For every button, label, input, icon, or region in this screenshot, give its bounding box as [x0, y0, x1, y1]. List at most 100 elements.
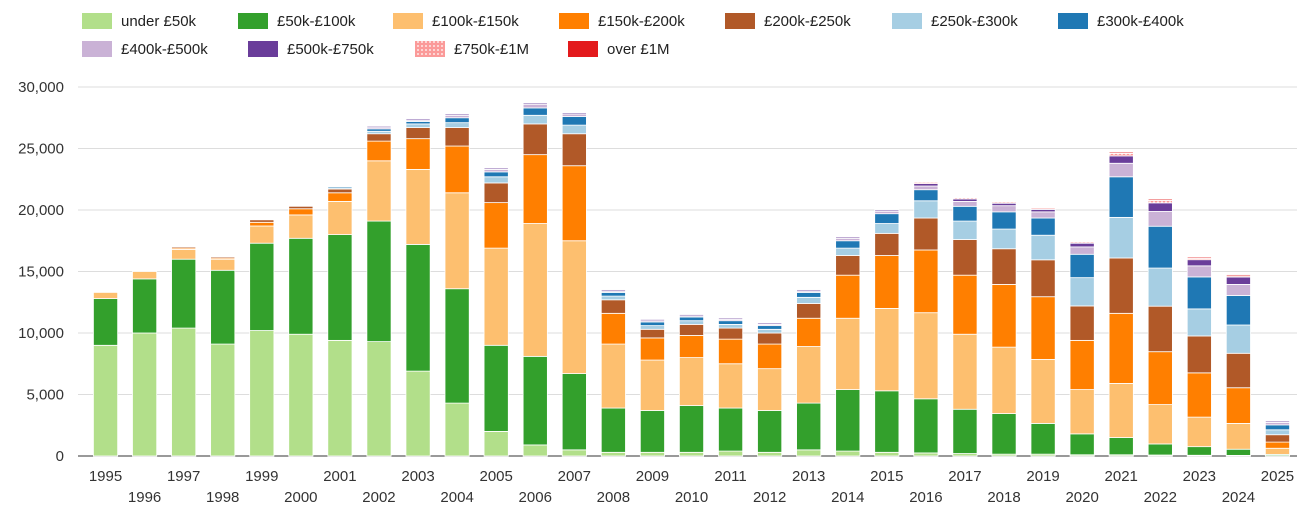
- bar-segment: [327, 188, 353, 194]
- bar-segment: [757, 410, 783, 453]
- bar-segment: [1147, 443, 1173, 456]
- bar-segment: [1186, 308, 1212, 337]
- bar-segment: [757, 451, 783, 457]
- bar-segment: [952, 274, 978, 335]
- bar-segment: [639, 321, 665, 327]
- bar-segment: [1069, 241, 1095, 244]
- legend-swatch: [82, 41, 112, 57]
- x-tick-label: 2021: [1105, 468, 1138, 485]
- bar-segment: [1030, 207, 1056, 210]
- bar-segment: [249, 219, 275, 223]
- bar-segment: [1108, 437, 1134, 456]
- x-axis: 1995 1996 1997 1998 1999 2000 2001 2002 2003 2004…: [89, 468, 1294, 506]
- x-tick-label: 2005: [479, 468, 512, 485]
- y-tick-label: 25,000: [18, 141, 64, 158]
- bar-segment: [210, 256, 236, 259]
- legend-label: £150k-£200k: [598, 13, 685, 30]
- bar-stack-1997: [171, 246, 197, 457]
- bar-segment: [991, 248, 1017, 285]
- bar-segment: [600, 299, 626, 314]
- bar-segment: [561, 133, 587, 167]
- bar-stack-2023: [1186, 256, 1212, 457]
- bar-stack-2021: [1108, 151, 1134, 457]
- legend-item: £200k-£250k: [725, 13, 851, 30]
- x-tick-label: 2020: [1065, 489, 1098, 506]
- bar-segment: [757, 332, 783, 345]
- bar-segment: [835, 274, 861, 319]
- bar-segment: [288, 205, 314, 210]
- bar-segment: [1030, 296, 1056, 360]
- bar-segment: [1147, 198, 1173, 201]
- bar-segment: [210, 343, 236, 457]
- y-tick-label: 30,000: [18, 79, 64, 96]
- x-tick-label: 2009: [636, 468, 669, 485]
- bar-segment: [561, 112, 587, 115]
- bar-segment: [678, 316, 705, 322]
- bar-segment: [405, 244, 431, 372]
- legend-label: over £1M: [607, 41, 670, 58]
- x-tick-label: 2018: [987, 489, 1020, 506]
- bar-stack-2005: [483, 167, 509, 457]
- bar-segment: [678, 357, 705, 406]
- bar-segment: [600, 343, 626, 409]
- bar-segment: [678, 323, 705, 336]
- bar-segment: [171, 246, 197, 249]
- x-tick-label: 2022: [1144, 489, 1177, 506]
- bar-segment: [639, 410, 665, 453]
- bar-segment: [796, 317, 822, 347]
- bar-segment: [522, 107, 548, 116]
- bar-segment: [327, 200, 353, 235]
- bar-segment: [991, 205, 1017, 213]
- bar-stack-2003: [405, 118, 431, 457]
- bar-segment: [1225, 276, 1251, 285]
- x-tick-label: 2025: [1261, 468, 1294, 485]
- legend-label: £100k-£150k: [432, 13, 519, 30]
- bar-segment: [444, 402, 470, 457]
- bar-segment: [1147, 202, 1173, 212]
- x-tick-label: 1998: [206, 489, 239, 506]
- bar-segment: [757, 368, 783, 411]
- bar-segment: [210, 269, 236, 345]
- bar-segment: [678, 405, 705, 453]
- bar-segment: [1264, 434, 1290, 443]
- bar-segment: [1186, 372, 1212, 418]
- bar-segment: [952, 408, 978, 454]
- bar-segment: [1147, 351, 1173, 405]
- legend-item: £50k-£100k: [238, 13, 356, 30]
- bar-segment: [561, 373, 587, 451]
- bar-segment: [93, 344, 119, 457]
- legend-item: £150k-£200k: [559, 13, 685, 30]
- bar-segment: [952, 239, 978, 276]
- bar-segment: [639, 451, 665, 457]
- bar-segment: [1186, 416, 1212, 448]
- bar-segment: [327, 234, 353, 341]
- y-tick-label: 5,000: [26, 387, 64, 404]
- legend-label: under £50k: [121, 13, 197, 30]
- legend: under £50k £50k-£100k £100k-£150k £150k-£20…: [82, 13, 1184, 58]
- bar-segment: [718, 407, 744, 452]
- bar-segment: [600, 451, 626, 457]
- bars: [93, 102, 1290, 457]
- legend-label: £500k-£750k: [287, 41, 374, 58]
- bar-segment: [991, 413, 1017, 455]
- bar-segment: [249, 330, 275, 457]
- x-tick-label: 2016: [909, 489, 942, 506]
- bar-segment: [522, 102, 548, 105]
- bar-stack-2011: [718, 317, 744, 457]
- bar-stack-2009: [639, 319, 665, 457]
- bar-segment: [1225, 423, 1251, 450]
- bar-stack-2015: [874, 209, 900, 457]
- bar-segment: [483, 344, 509, 432]
- bar-segment: [913, 452, 939, 457]
- bar-segment: [327, 192, 353, 202]
- bar-segment: [639, 328, 665, 339]
- bar-segment: [1069, 339, 1095, 390]
- bar-segment: [757, 322, 783, 325]
- legend-swatch: [415, 41, 445, 57]
- bar-segment: [1225, 387, 1251, 424]
- x-tick-label: 2008: [597, 489, 630, 506]
- bar-segment: [483, 171, 509, 178]
- bar-stack-2022: [1147, 198, 1173, 457]
- bar-segment: [171, 248, 197, 260]
- legend-swatch: [725, 13, 755, 29]
